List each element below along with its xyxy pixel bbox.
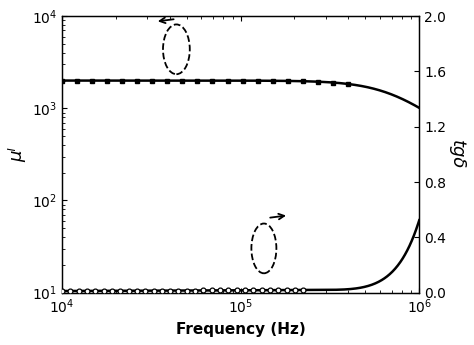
Y-axis label: μᴵ: μᴵ bbox=[9, 147, 27, 162]
X-axis label: Frequency (Hz): Frequency (Hz) bbox=[176, 322, 306, 337]
Y-axis label: tgδ: tgδ bbox=[447, 140, 465, 169]
